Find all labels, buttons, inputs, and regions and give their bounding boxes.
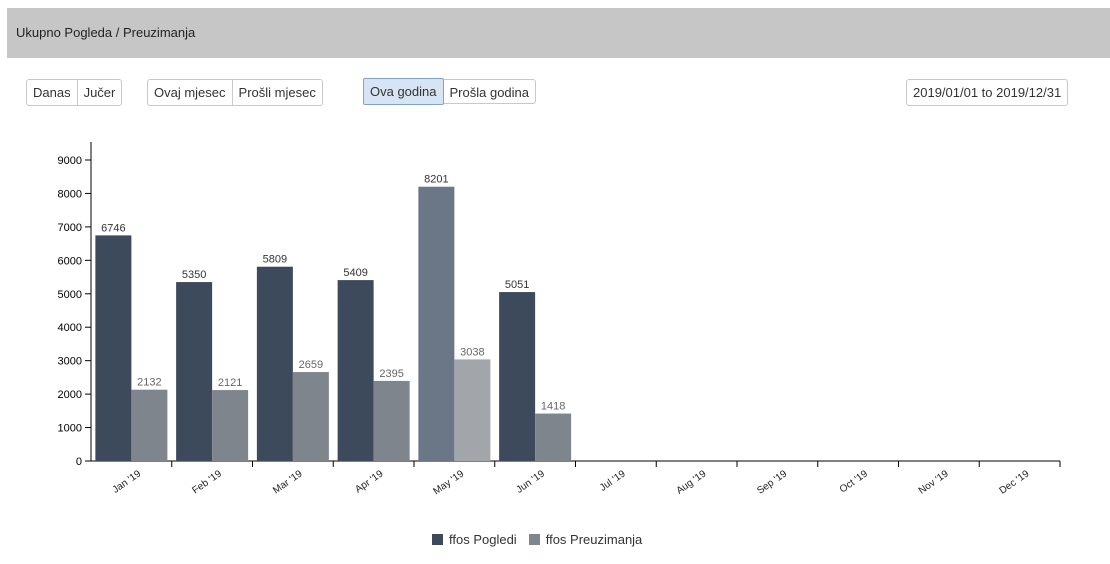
- data-label-preuzimanja: 2132: [137, 377, 161, 389]
- month-range-group: Ovaj mjesec Prošli mjesec: [147, 79, 323, 106]
- legend-item-pogledi[interactable]: ffos Pogledi: [432, 532, 517, 547]
- x-tick-label: Nov '19: [917, 468, 951, 497]
- today-button[interactable]: Danas: [27, 80, 78, 105]
- y-tick-label: 3000: [58, 356, 82, 368]
- x-tick-label: Oct '19: [838, 468, 870, 495]
- y-tick-label: 4000: [58, 322, 82, 334]
- x-tick-label: May '19: [431, 468, 466, 497]
- y-tick-label: 8000: [58, 188, 82, 200]
- this-year-button[interactable]: Ova godina: [363, 78, 444, 105]
- bar-pogledi[interactable]: [418, 186, 455, 461]
- x-tick-label: Sep '19: [755, 468, 789, 497]
- bar-pogledi[interactable]: [337, 280, 374, 461]
- data-label-preuzimanja: 2121: [218, 377, 242, 389]
- data-label-pogledi: 6746: [101, 222, 125, 234]
- legend-swatch-pogledi: [432, 534, 443, 545]
- date-range-text: 2019/01/01 to 2019/12/31: [913, 85, 1062, 100]
- y-tick-label: 2000: [58, 389, 82, 401]
- chart-legend: ffos Pogledi ffos Preuzimanja: [432, 532, 654, 547]
- panel-title: Ukupno Pogleda / Preuzimanja: [16, 25, 196, 40]
- y-tick-label: 9000: [58, 155, 82, 167]
- panel-header: Ukupno Pogleda / Preuzimanja: [7, 8, 1110, 58]
- bar-pogledi[interactable]: [95, 235, 132, 461]
- bar-pogledi[interactable]: [256, 266, 293, 461]
- bar-preuzimanja[interactable]: [454, 359, 491, 461]
- legend-label-preuzimanja: ffos Preuzimanja: [545, 532, 643, 547]
- y-tick-label: 6000: [58, 255, 82, 267]
- last-year-button[interactable]: Prošla godina: [443, 79, 536, 104]
- bar-preuzimanja[interactable]: [292, 372, 329, 461]
- last-month-button[interactable]: Prošli mjesec: [238, 85, 316, 100]
- legend-label-pogledi: ffos Pogledi: [449, 532, 517, 547]
- date-range-picker[interactable]: 2019/01/01 to 2019/12/31: [906, 79, 1069, 106]
- bar-pogledi[interactable]: [499, 292, 536, 461]
- y-tick-label: 1000: [58, 423, 82, 435]
- y-tick-label: 7000: [58, 222, 82, 234]
- x-tick-label: Jun '19: [514, 468, 547, 496]
- bar-preuzimanja[interactable]: [373, 380, 410, 461]
- x-tick-label: Apr '19: [353, 468, 385, 495]
- y-tick-label: 0: [76, 456, 82, 468]
- data-label-preuzimanja: 2659: [299, 359, 323, 371]
- y-tick-label: 5000: [58, 289, 82, 301]
- bar-preuzimanja[interactable]: [535, 413, 572, 461]
- data-label-pogledi: 5051: [505, 279, 529, 291]
- yesterday-button[interactable]: Jučer: [83, 85, 116, 100]
- x-tick-label: Dec '19: [998, 468, 1032, 497]
- x-tick-label: Feb '19: [190, 468, 224, 496]
- legend-item-preuzimanja[interactable]: ffos Preuzimanja: [528, 532, 643, 547]
- year-range-group: Ova godina Prošla godina: [363, 78, 536, 106]
- day-range-group: Danas Jučer: [26, 79, 123, 106]
- data-label-pogledi: 8201: [424, 174, 448, 186]
- legend-swatch-preuzimanja: [528, 534, 540, 545]
- data-label-preuzimanja: 3038: [460, 346, 484, 358]
- data-label-pogledi: 5350: [182, 269, 206, 281]
- x-tick-label: Mar '19: [271, 468, 305, 496]
- bar-chart: 0 1000 2000 3000 4000 5000 6000 7000 8000 9000 674…: [58, 142, 1061, 497]
- this-month-button[interactable]: Ovaj mjesec: [148, 80, 233, 105]
- data-label-pogledi: 5809: [263, 254, 287, 266]
- bar-pogledi[interactable]: [176, 282, 213, 461]
- x-tick-label: Aug '19: [675, 468, 709, 497]
- bar-preuzimanja[interactable]: [212, 390, 249, 461]
- bar-preuzimanja[interactable]: [131, 389, 168, 461]
- x-tick-label: Jan '19: [111, 468, 144, 496]
- data-label-preuzimanja: 1418: [541, 401, 565, 413]
- data-label-preuzimanja: 2395: [379, 368, 403, 380]
- data-label-pogledi: 5409: [343, 267, 367, 279]
- x-tick-label: Jul '19: [598, 468, 628, 494]
